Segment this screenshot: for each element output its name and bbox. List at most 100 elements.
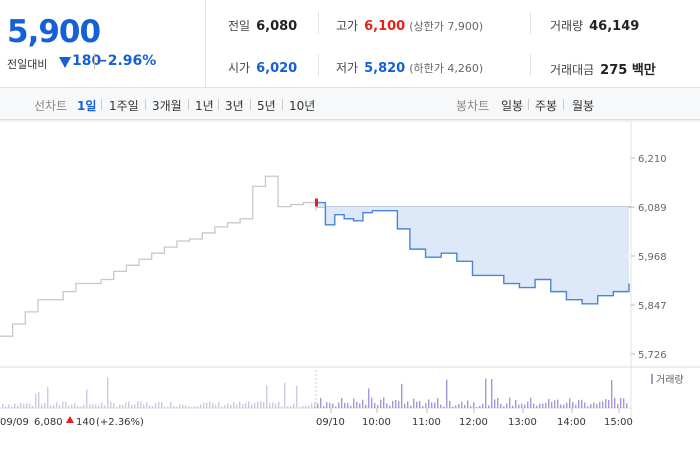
stat-label: 저가 [336,61,359,75]
volume-bar [143,404,145,408]
volume-bar [152,406,154,408]
volume-bar [425,403,427,408]
stat-sub: (상한가 7,900) [409,20,484,33]
volume-bar [89,404,91,408]
volume-bar [317,403,319,408]
volume-bar [47,387,49,408]
x-tick-label: 15:00 [604,417,633,428]
legend-volume-swatch [651,374,653,384]
volume-bar [620,397,622,408]
stat-high: 고가 6,100 (상한가 7,900) [336,17,483,34]
volume-bar [338,402,340,408]
volume-bar [554,400,556,408]
x-tick-label: 14:00 [557,417,586,428]
volume-bar [263,402,265,408]
volume-bar [206,402,208,408]
volume-bar [509,397,511,408]
volume-bar [500,403,502,408]
volume-bar [575,404,577,408]
volume-bar [557,399,559,408]
volume-bar [41,404,43,408]
tab-daily-candle[interactable]: 일봉 [501,99,524,113]
tab-divider [188,99,189,110]
volume-bar [368,388,370,408]
series-line-today [316,201,630,305]
tab-weekly-candle[interactable]: 주봉 [535,99,558,113]
tab-1day[interactable]: 1일 [77,99,97,113]
volume-bar [407,401,409,408]
tab-3year[interactable]: 3년 [225,99,244,113]
volume-bar [116,406,118,408]
stat-label: 전일 [228,19,251,33]
stat-value: 275 백만 [600,63,656,78]
volume-bar [476,406,478,408]
volume-bar [173,406,175,408]
legend-volume-label: 거래량 [656,374,684,386]
volume-bar [293,403,295,408]
volume-bar [203,402,205,408]
volume-bar [503,406,505,408]
volume-bar [5,406,7,408]
volume-bar [167,406,169,408]
volume-bar [29,403,31,408]
tab-10year[interactable]: 10년 [289,99,316,113]
volume-bar [281,406,283,408]
tab-1year[interactable]: 1년 [195,99,214,113]
prev-day-price: 6,080 [34,417,63,428]
volume-bar [344,402,346,408]
volume-bar [458,403,460,408]
volume-bar [188,406,190,408]
volume-bar [35,393,37,408]
volume-bar [119,404,121,408]
volume-bar [299,406,301,408]
series-line-prev-day [0,175,317,337]
x-tick-label: 11:00 [412,417,441,428]
volume-bar [470,406,472,408]
stat-open: 시가 6,020 [228,59,297,76]
x-label-prev-date: 09/09 [0,417,29,428]
volume-bar [584,402,586,408]
stat-divider [318,54,319,76]
volume-bar [527,401,529,408]
volume-bar [563,404,565,408]
volume-bar [68,405,70,408]
current-price-box: 5,900 전일대비 180 −2.96% [0,0,206,88]
volume-bar [587,406,589,408]
stat-volume: 거래량 46,149 [550,17,639,34]
volume-bar [371,397,373,408]
volume-bar [578,400,580,408]
change-divider [94,53,95,69]
volume-bar [392,400,394,408]
volume-bar [374,402,376,408]
line-chart-label: 선차트 [34,99,68,113]
volume-bar [2,404,4,408]
x-tick-label: 09/10 [316,417,345,428]
volume-bar [44,402,46,408]
up-triangle-icon [66,416,74,423]
volume-bar [626,403,628,408]
x-tick-label: 12:00 [459,417,488,428]
change-label: 전일대비 [7,58,48,71]
tab-5year[interactable]: 5년 [257,99,276,113]
volume-bar [155,402,157,408]
volume-bar [560,404,562,408]
volume-bar [341,397,343,408]
volume-bar [569,398,571,408]
volume-bar [329,402,331,408]
volume-bar [182,404,184,408]
volume-bar [242,404,244,408]
volume-bar [311,403,313,408]
volume-bar [125,402,127,408]
volume-bar [596,403,598,408]
volume-bar [176,406,178,408]
volume-bar [437,398,439,408]
volume-bar [326,402,328,408]
open-marker [315,198,318,207]
volume-bar [98,405,100,408]
tab-monthly-candle[interactable]: 월봉 [572,99,595,113]
volume-bar [233,401,235,408]
volume-bar [230,404,232,408]
tab-3month[interactable]: 3개월 [152,99,182,113]
tab-1week[interactable]: 1주일 [109,99,139,113]
volume-bar [74,403,76,408]
